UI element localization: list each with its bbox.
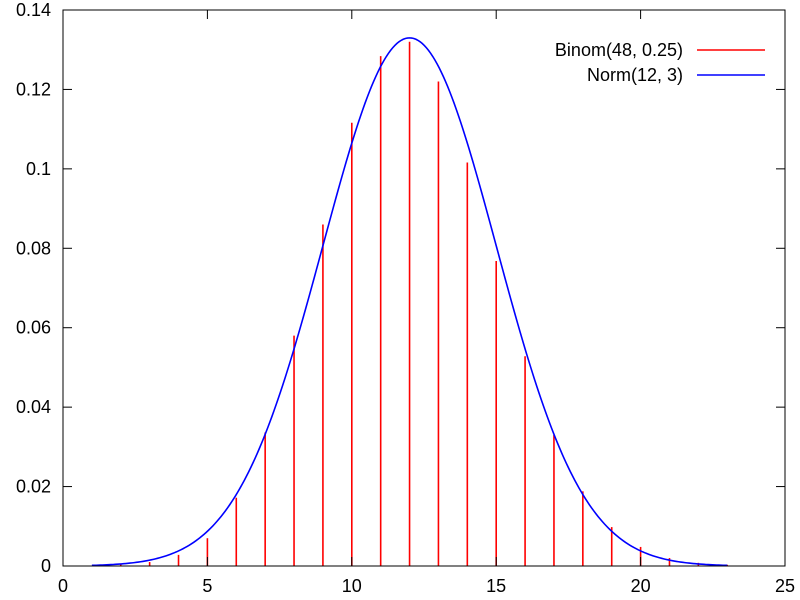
plot-frame: [62, 9, 786, 567]
x-tick-label: 20: [631, 576, 651, 596]
axis-ticks: [62, 9, 786, 567]
y-tick-label: 0.1: [26, 159, 51, 179]
y-tick-label: 0.14: [16, 0, 51, 20]
x-tick-label: 10: [342, 576, 362, 596]
y-tick-label: 0.04: [16, 397, 51, 417]
x-tick-label: 15: [486, 576, 506, 596]
y-tick-label: 0.08: [16, 238, 51, 258]
y-tick-label: 0.06: [16, 318, 51, 338]
x-tick-label: 25: [775, 576, 795, 596]
x-tick-label: 5: [202, 576, 212, 596]
legend: Binom(48, 0.25) Norm(12, 3): [555, 40, 765, 85]
binom-impulses: [91, 41, 729, 566]
y-tick-label: 0: [41, 556, 51, 576]
x-tick-label: 0: [58, 576, 68, 596]
y-tick-labels: 0 0.02 0.04 0.06 0.08 0.1 0.12 0.14: [16, 0, 51, 576]
y-tick-label: 0.02: [16, 477, 51, 497]
norm-curve: [91, 37, 728, 567]
legend-label-binom: Binom(48, 0.25): [555, 40, 683, 60]
y-tick-label: 0.12: [16, 79, 51, 99]
x-tick-labels: 0 5 10 15 20 25: [58, 576, 795, 596]
legend-label-norm: Norm(12, 3): [587, 65, 683, 85]
